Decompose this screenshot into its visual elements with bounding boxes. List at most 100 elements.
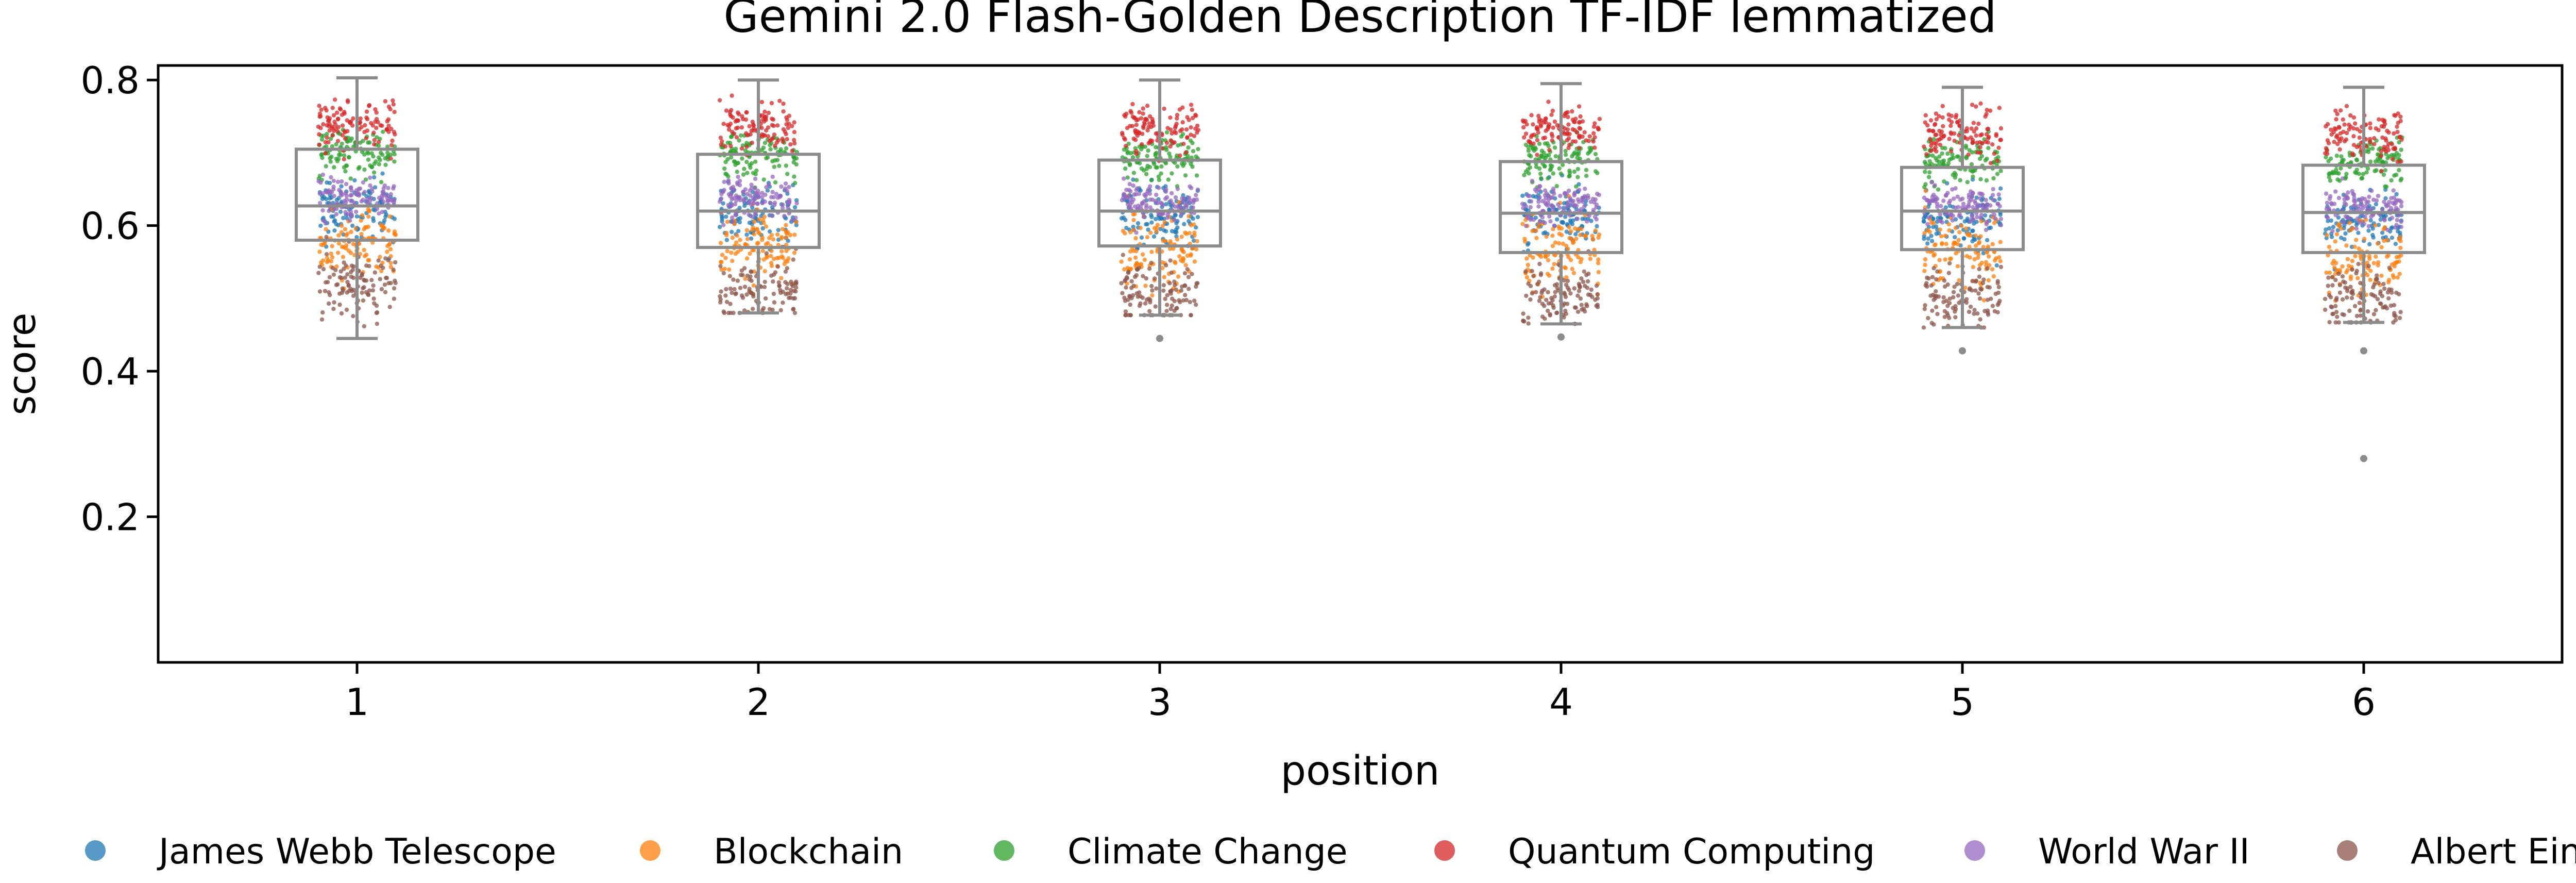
point-6-5-97 — [2375, 273, 2379, 278]
point-2-3-95 — [772, 132, 777, 137]
point-2-1-54 — [788, 232, 793, 238]
point-5-1-65 — [1922, 230, 1927, 236]
point-3-5-107 — [1170, 303, 1174, 308]
point-3-5-72 — [1141, 274, 1145, 278]
point-6-3-102 — [2358, 129, 2363, 134]
point-3-2-87 — [1143, 144, 1147, 149]
point-1-2-35 — [363, 177, 368, 182]
point-2-5-43 — [728, 302, 733, 306]
point-3-1-100 — [1139, 262, 1144, 266]
point-6-1-66 — [2386, 278, 2392, 282]
point-2-3-53 — [724, 108, 729, 113]
point-4-5-101 — [1582, 269, 1586, 274]
point-4-3-10 — [1550, 108, 1555, 113]
point-3-5-55 — [1134, 273, 1139, 278]
point-3-3-95 — [1173, 125, 1178, 130]
point-3-5-4 — [1161, 288, 1166, 293]
legend-label-2: Climate Change — [1067, 831, 1348, 872]
point-5-2-104 — [1952, 171, 1957, 175]
point-4-3-105 — [1565, 138, 1569, 143]
point-6-2-84 — [2336, 171, 2341, 176]
point-2-2-71 — [792, 174, 796, 179]
point-6-1-35 — [2345, 257, 2350, 261]
point-2-1-51 — [752, 220, 757, 224]
point-2-1-8 — [769, 248, 774, 253]
point-4-5-64 — [1568, 291, 1573, 296]
point-6-0-89 — [2383, 213, 2388, 218]
point-2-4-102 — [777, 195, 782, 199]
point-6-3-94 — [2372, 136, 2377, 141]
point-3-3-40 — [1131, 136, 1136, 141]
point-2-5-52 — [776, 280, 781, 285]
point-1-3-65 — [342, 157, 346, 161]
point-5-1-93 — [1956, 242, 1960, 247]
point-1-4-81 — [392, 200, 396, 205]
point-4-4-100 — [1566, 200, 1570, 205]
point-6-3-93 — [2390, 157, 2395, 161]
point-1-5-104 — [327, 301, 331, 306]
point-4-2-2 — [1553, 154, 1558, 159]
point-3-5-91 — [1126, 270, 1131, 274]
point-5-5-48 — [1930, 275, 1935, 279]
point-6-4-102 — [2389, 215, 2395, 220]
point-5-5-71 — [1977, 274, 1982, 279]
point-4-5-37 — [1531, 274, 1536, 278]
point-3-0-35 — [1149, 212, 1154, 218]
point-3-5-78 — [1168, 291, 1173, 296]
point-3-4-35 — [1180, 200, 1185, 205]
point-4-1-97 — [1556, 224, 1561, 229]
point-4-2-19 — [1567, 174, 1571, 179]
point-3-2-70 — [1139, 147, 1144, 152]
point-1-3-45 — [332, 97, 337, 102]
point-1-1-60 — [339, 223, 344, 228]
point-4-3-32 — [1522, 135, 1527, 140]
point-4-5-88 — [1540, 288, 1545, 293]
point-4-5-52 — [1526, 315, 1531, 320]
point-6-1-0 — [2325, 233, 2329, 238]
point-6-5-65 — [2323, 307, 2328, 312]
point-5-5-109 — [1942, 284, 1947, 289]
point-2-0-64 — [717, 225, 722, 229]
point-2-1-93 — [729, 251, 734, 255]
point-4-0-40 — [1564, 229, 1569, 234]
point-6-1-28 — [2379, 273, 2384, 278]
point-6-1-79 — [2357, 246, 2361, 251]
point-4-1-47 — [1568, 258, 1573, 262]
point-1-3-42 — [345, 129, 350, 134]
point-2-4-71 — [722, 188, 726, 192]
point-2-4-90 — [748, 188, 752, 193]
point-1-5-72 — [345, 272, 350, 277]
point-2-5-31 — [730, 290, 734, 295]
point-2-3-88 — [761, 117, 766, 122]
point-4-3-70 — [1578, 120, 1582, 124]
point-2-0-78 — [744, 232, 749, 237]
point-1-0-30 — [338, 209, 343, 214]
point-5-4-81 — [1933, 183, 1937, 188]
point-3-1-18 — [1155, 223, 1160, 227]
point-6-2-5 — [2381, 172, 2386, 177]
point-5-0-60 — [1962, 236, 1967, 241]
point-5-5-67 — [1972, 308, 1977, 312]
point-3-1-31 — [1122, 267, 1127, 272]
point-1-4-40 — [381, 199, 386, 204]
point-3-2-99 — [1163, 161, 1168, 165]
point-1-2-84 — [383, 162, 388, 167]
point-4-4-6 — [1529, 199, 1534, 204]
point-6-2-93 — [2389, 178, 2394, 183]
point-5-1-39 — [1991, 274, 1996, 279]
point-6-0-55 — [2376, 223, 2381, 227]
point-2-5-33 — [771, 291, 776, 296]
point-4-2-99 — [1572, 169, 1577, 174]
point-6-5-72 — [2345, 289, 2350, 293]
point-5-3-107 — [1949, 120, 1954, 124]
point-4-5-53 — [1537, 261, 1542, 266]
point-2-5-8 — [718, 264, 723, 269]
point-1-4-28 — [327, 209, 331, 213]
point-4-3-82 — [1555, 123, 1560, 128]
point-4-2-66 — [1545, 141, 1550, 146]
point-1-2-92 — [380, 153, 385, 157]
point-1-5-101 — [372, 270, 377, 275]
point-5-1-82 — [1998, 259, 2003, 263]
point-3-3-59 — [1129, 110, 1134, 115]
point-4-3-86 — [1566, 114, 1570, 120]
